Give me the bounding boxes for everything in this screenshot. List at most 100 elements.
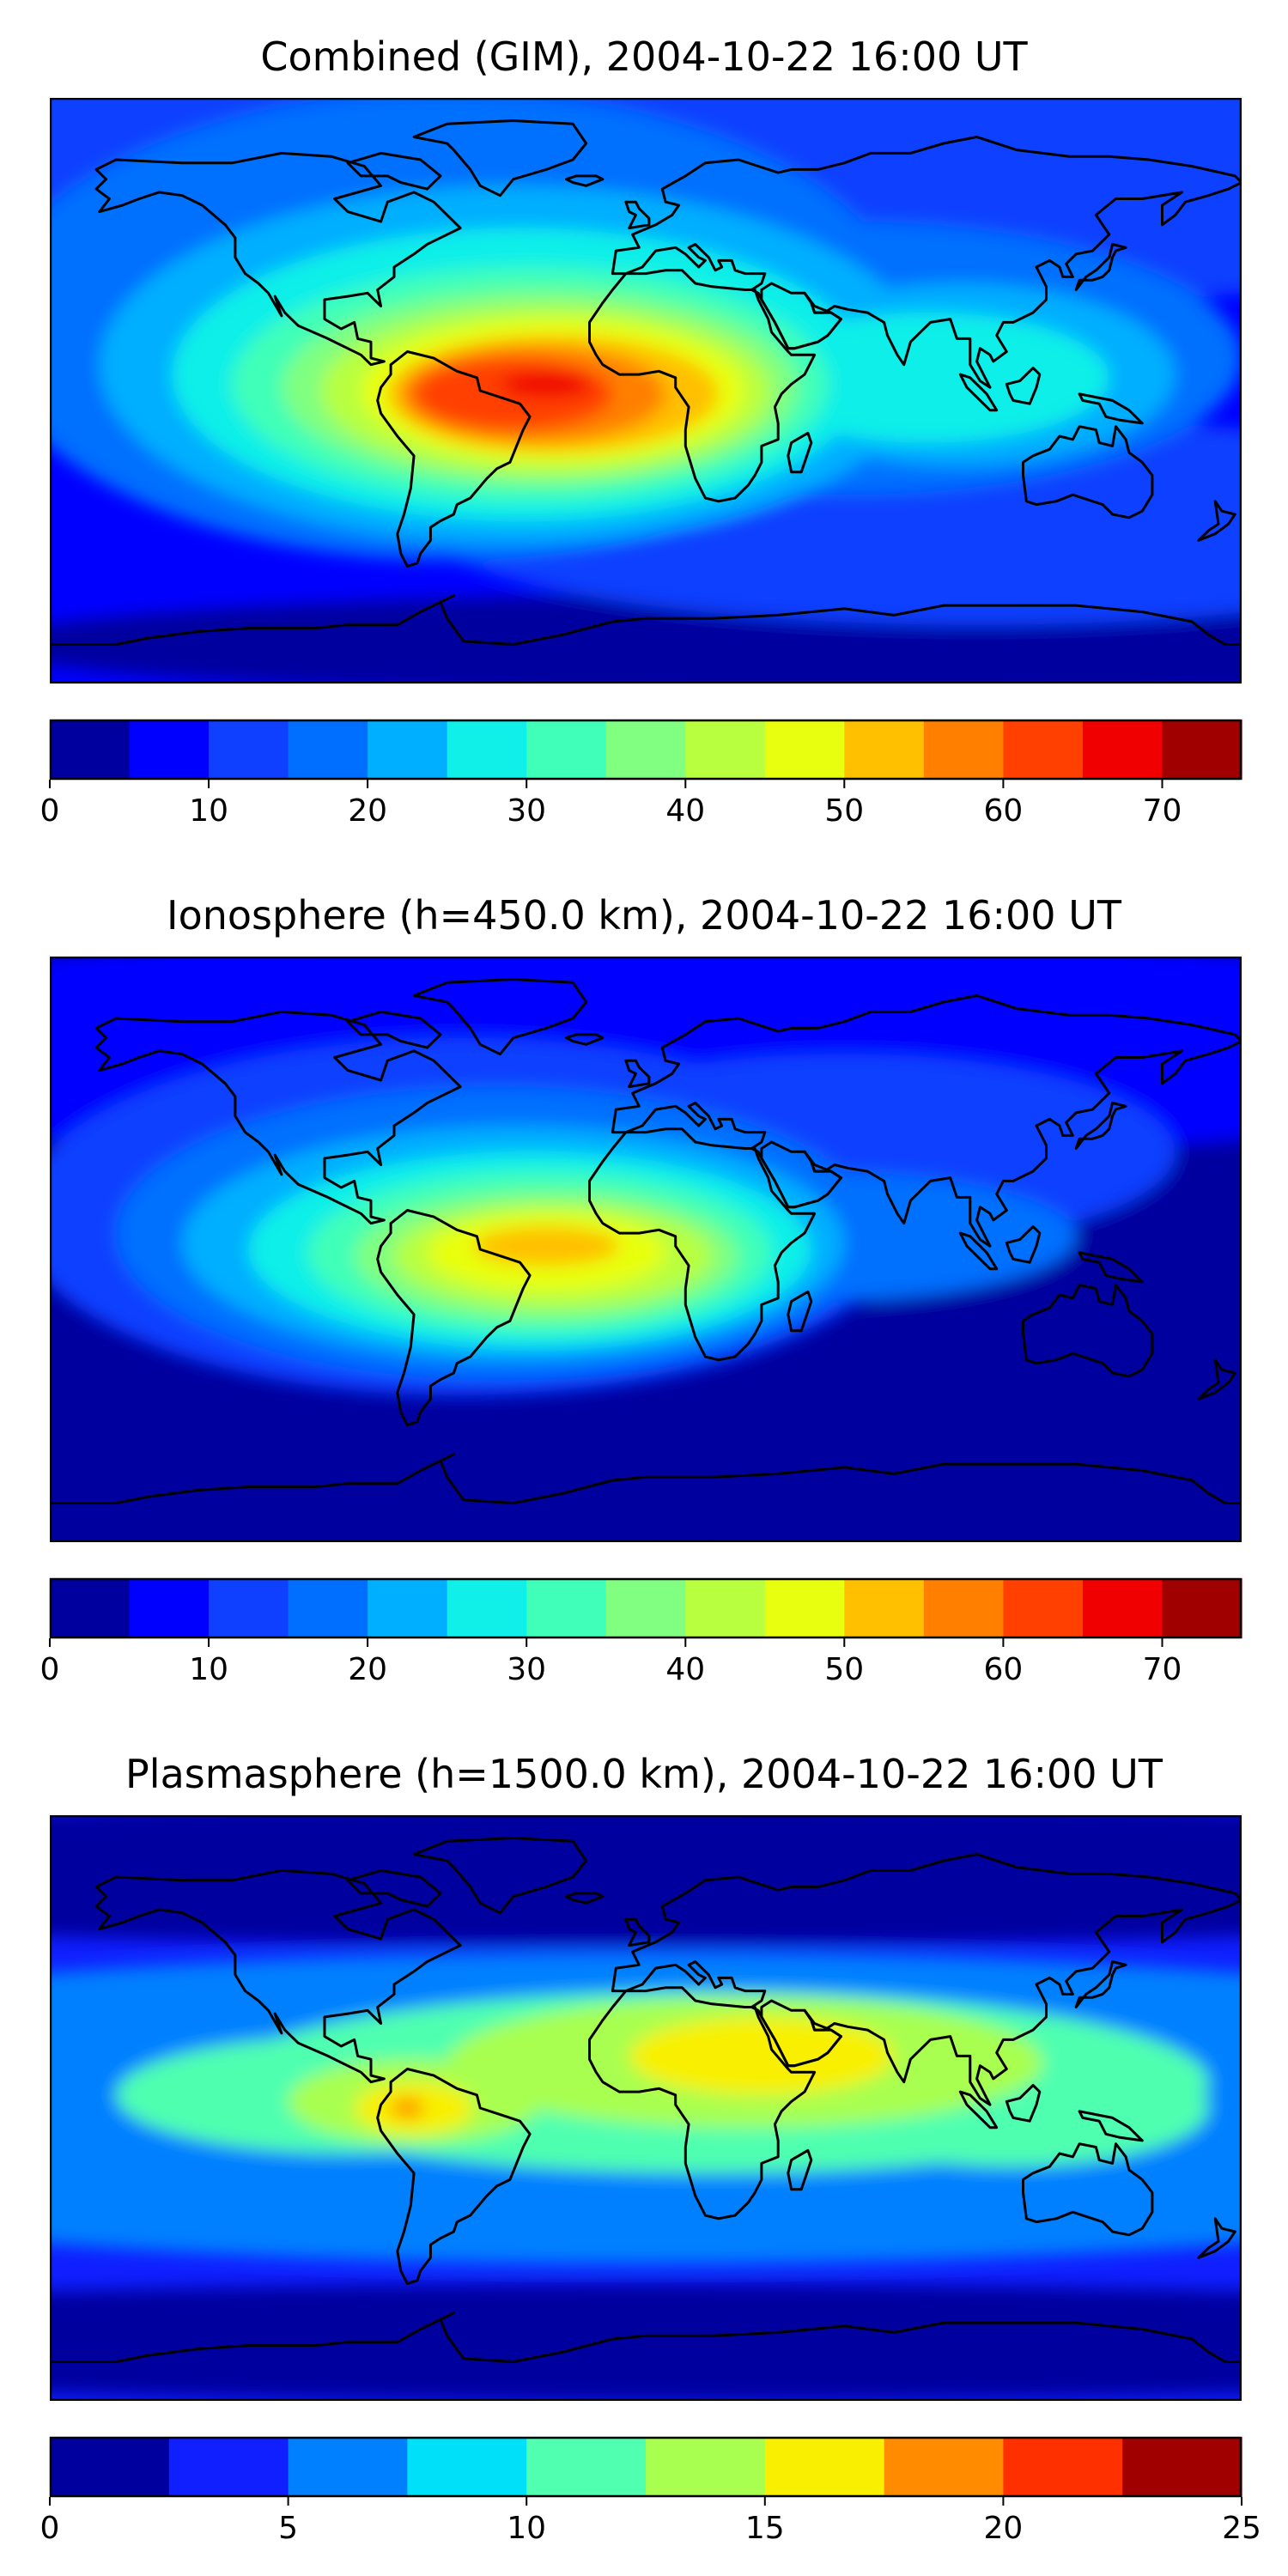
colorbar-segment (50, 1578, 131, 1638)
coastline-antarctica (50, 2312, 1242, 2401)
coastline-arabia (760, 282, 842, 350)
coastline-uk (624, 1917, 651, 1947)
colorbar-svg: 0 5 10 15 20 25 (40, 2436, 1261, 2546)
colorbar-segment (685, 720, 766, 780)
contour-region (500, 371, 593, 398)
coastline-madagascar (787, 431, 813, 474)
coastline-new-guinea (1078, 1251, 1144, 1284)
colorbar-segment (368, 1578, 448, 1638)
coastline-antarctica (50, 594, 1242, 683)
map-frame (50, 1815, 1242, 2401)
colorbar-border (49, 1577, 1242, 1639)
colorbar-segment (1082, 1578, 1163, 1638)
colorbar-segment (526, 2437, 647, 2497)
tec-field (50, 98, 1242, 683)
colorbar-segment (368, 720, 448, 780)
colorbar-tick-label: 70 (1143, 793, 1182, 829)
colorbar-segment (50, 720, 131, 780)
colorbar-tick-label: 15 (745, 2511, 785, 2546)
colorbar-segment (129, 1578, 210, 1638)
coastline-new-guinea (1078, 392, 1144, 425)
coastline-north-america (94, 1868, 462, 2084)
contour-region (473, 1226, 620, 1266)
coastline-madagascar (787, 2148, 813, 2191)
coastline-iceland (565, 174, 605, 187)
coastline-madagascar (787, 1290, 813, 1333)
contour-region (629, 2016, 895, 2095)
colorbar-segment (605, 720, 686, 780)
colorbar-segment (447, 1578, 527, 1638)
map-border (50, 1815, 1242, 2401)
coastline-eurasia (611, 136, 1242, 389)
map-frame (50, 98, 1242, 683)
colorbar: 0 10 20 30 40 50 60 70 (40, 719, 1242, 829)
colorbar-segment (168, 2437, 289, 2497)
tec-map (50, 957, 1242, 1542)
colorbar-segment (1003, 720, 1084, 780)
coastline-uk (624, 200, 651, 230)
coastline-new-zealand (1197, 500, 1236, 542)
colorbar-segment (1003, 1578, 1084, 1638)
colorbar-segment (923, 720, 1004, 780)
coastline-north-america (94, 1010, 462, 1225)
colorbar-border (49, 719, 1242, 781)
colorbar-segment (50, 2437, 170, 2497)
colorbar: 0 10 20 30 40 50 60 70 (40, 1577, 1242, 1687)
coastline-baffin (346, 1010, 442, 1049)
colorbar-tick-label: 10 (507, 2511, 546, 2546)
colorbar-tick-label: 70 (1143, 1652, 1182, 1687)
coastline-australia (1022, 2142, 1154, 2237)
colorbar-segment (288, 720, 368, 780)
colorbar-segment (605, 1578, 686, 1638)
colorbar-tick-label: 10 (189, 1652, 228, 1687)
map-border (50, 957, 1242, 1542)
colorbar-segment (447, 720, 527, 780)
colorbar-tick-label: 0 (40, 2511, 60, 2546)
coastline-new-zealand (1197, 2217, 1236, 2259)
coastline-baffin (346, 151, 442, 191)
coastline-africa (588, 1127, 817, 1362)
coastline-australia (1022, 1284, 1154, 1378)
coastline-sumatra (958, 373, 999, 412)
coastline-borneo (1005, 367, 1042, 405)
colorbar-segment (1082, 720, 1163, 780)
map-frame (50, 957, 1242, 1542)
coastline-borneo (1005, 1225, 1042, 1264)
tec-map (50, 98, 1242, 683)
tec-field (50, 957, 1242, 1542)
colorbar-tick-label: 60 (983, 793, 1023, 829)
coastline-iceland (565, 1892, 605, 1905)
colorbar-segment (764, 1578, 845, 1638)
colorbar-tick-label: 50 (824, 1652, 864, 1687)
colorbar-tick-label: 40 (665, 793, 705, 829)
coastline-sumatra (958, 1231, 999, 1271)
colorbar-tick-label: 5 (278, 2511, 298, 2546)
coastline-japan (1074, 243, 1127, 291)
coastline-africa (588, 269, 817, 503)
colorbar-segment (844, 720, 925, 780)
coastline-new-guinea (1078, 2110, 1144, 2142)
coastline-greenland (412, 978, 588, 1056)
coastlines (50, 1837, 1242, 2401)
chart-title: Plasmasphere (h=1500.0 km), 2004-10-22 1… (125, 1751, 1163, 1797)
contour-region (391, 2098, 424, 2118)
colorbar-tick-label: 20 (348, 793, 387, 829)
colorbar-segment (288, 2437, 408, 2497)
contour-region (50, 1457, 1242, 1542)
colorbar-segment (844, 1578, 925, 1638)
contour-region (744, 313, 1109, 443)
coastline-arabia (760, 1140, 842, 1209)
colorbar-svg: 0 10 20 30 40 50 60 70 (40, 1577, 1242, 1687)
coastline-borneo (1005, 2084, 1042, 2123)
colorbar-tick-label: 25 (1222, 2511, 1261, 2546)
tec-map (50, 1815, 1242, 2401)
coastline-japan (1074, 1960, 1127, 2008)
colorbar-tick-label: 30 (507, 1652, 546, 1687)
coastline-japan (1074, 1102, 1127, 1150)
coastline-arabia (760, 1999, 842, 2068)
colorbar-segment (1122, 2437, 1242, 2497)
coastline-africa (588, 1986, 817, 2221)
coastline-north-america (94, 151, 462, 367)
colorbar-segment (526, 1578, 607, 1638)
colorbar-tick-label: 60 (983, 1652, 1023, 1687)
